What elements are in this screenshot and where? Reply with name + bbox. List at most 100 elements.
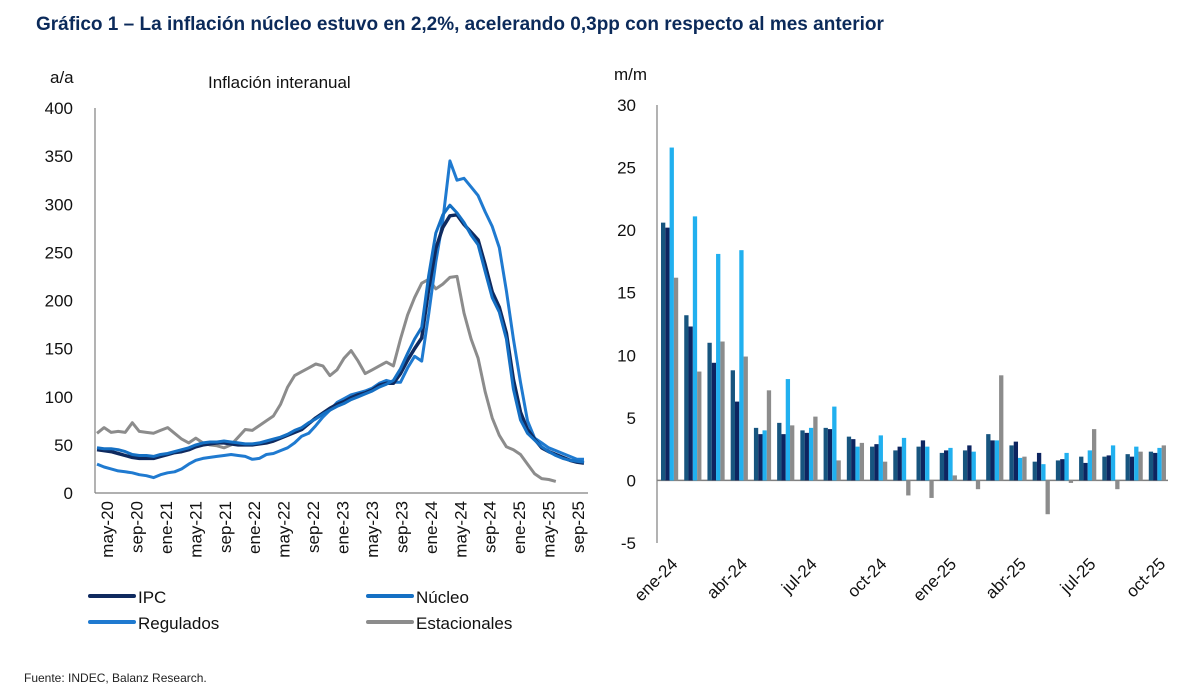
right-ytick-label: 5	[627, 409, 636, 428]
right-ylabel: m/m	[614, 65, 647, 84]
bar-regulados-mar-24	[716, 253, 721, 481]
bar-regulados-ago-25	[1110, 445, 1116, 481]
bar-estacionales-jul-24	[813, 416, 818, 481]
left-xtick-label: sep-21	[216, 501, 235, 553]
bar-ipc-sep-24	[846, 436, 852, 481]
bar-regulados-ago-24	[832, 406, 837, 481]
bar-nucleo-jul-25	[1083, 462, 1088, 481]
line-series-regulados	[96, 159, 584, 480]
bar-nucleo-sep-24	[851, 439, 856, 481]
legend-item-nucleo: Núcleo	[366, 588, 469, 607]
bar-ipc-jun-25	[1055, 460, 1061, 481]
legend-label: Regulados	[138, 614, 219, 633]
bar-ipc-ago-24	[823, 427, 828, 481]
left-xtick-label: sep-24	[481, 501, 500, 553]
bar-regulados-abr-24	[739, 250, 744, 481]
right-xtick-label: ene-24	[631, 554, 682, 605]
bar-estacionales-jul-25	[1091, 429, 1097, 481]
bar-regulados-sep-25	[1134, 446, 1139, 481]
bar-ipc-dic-24	[916, 446, 921, 481]
bar-nucleo-ene-25	[944, 450, 949, 481]
left-xtick-label: may-25	[540, 501, 559, 558]
right-ytick-label: -5	[621, 534, 636, 553]
left-xtick-label: sep-25	[569, 501, 588, 553]
bar-ipc-mar-25	[986, 434, 991, 481]
bar-estacionales-sep-25	[1138, 451, 1143, 481]
bar-ipc-ago-25	[1102, 456, 1107, 481]
bar-nucleo-oct-25	[1153, 452, 1158, 481]
line-chart-inflacion-interanual: a/a Inflación interanual 0 50 100 150 200 250…	[45, 68, 588, 633]
left-xtick-label: sep-22	[304, 501, 323, 553]
bar-regulados-mar-25	[994, 440, 1000, 481]
bar-regulados-oct-25	[1157, 447, 1162, 481]
bar-regulados-dic-24	[925, 446, 930, 481]
legend-item-estacionales: Estacionales	[366, 614, 512, 633]
bar-regulados-jun-25	[1064, 452, 1069, 481]
left-xtick-label: may-21	[186, 501, 205, 558]
right-xtick-label: abr-24	[703, 554, 751, 602]
bar-estacionales-oct-24	[882, 461, 888, 481]
bar-regulados-feb-24	[692, 216, 698, 481]
bar-nucleo-abr-24	[734, 401, 740, 481]
bar-ipc-jul-24	[800, 430, 805, 481]
bar-estacionales-sep-24	[859, 442, 865, 481]
bar-estacionales-ene-25	[952, 475, 957, 481]
left-xtick-label: ene-22	[245, 501, 264, 554]
bar-estacionales-mar-24	[720, 341, 725, 481]
right-ytick-label: 25	[617, 159, 636, 178]
left-ytick-label: 100	[45, 388, 73, 407]
left-ytick-label: 150	[45, 340, 73, 359]
left-ylabel: a/a	[50, 68, 74, 87]
line-series-estacionales	[96, 274, 557, 483]
left-ytick-label: 350	[45, 147, 73, 166]
right-xtick-label: oct-25	[1122, 554, 1169, 601]
left-ytick-label: 250	[45, 243, 73, 262]
left-chart-title: Inflación interanual	[208, 73, 351, 92]
right-ytick-label: 15	[617, 284, 636, 303]
bar-nucleo-ago-25	[1106, 455, 1111, 481]
legend-item-regulados: Regulados	[88, 614, 219, 633]
bar-estacionales-jun-24	[790, 425, 795, 481]
bar-ipc-sep-25	[1125, 454, 1130, 481]
bar-ipc-feb-24	[684, 315, 689, 481]
bar-estacionales-mar-25	[999, 375, 1004, 481]
bar-ipc-abr-25	[1009, 445, 1014, 481]
bar-estacionales-nov-24	[906, 480, 911, 496]
legend-label: IPC	[138, 588, 166, 607]
bar-estacionales-ago-24	[836, 460, 841, 481]
bar-estacionales-abr-24	[743, 356, 748, 481]
right-ytick-label: 30	[617, 96, 636, 115]
bar-regulados-nov-24	[901, 437, 907, 481]
bar-nucleo-ago-24	[827, 429, 833, 481]
bar-ipc-jun-24	[777, 422, 782, 481]
bar-ipc-jul-25	[1079, 456, 1084, 481]
right-ytick-label: 20	[617, 221, 636, 240]
bar-ipc-ene-25	[939, 452, 945, 481]
left-xtick-label: sep-20	[127, 501, 146, 553]
bar-ipc-oct-24	[870, 446, 875, 481]
bar-regulados-may-25	[1041, 464, 1046, 481]
bar-nucleo-mar-24	[711, 362, 717, 481]
bar-estacionales-feb-24	[697, 371, 702, 481]
bar-nucleo-may-24	[758, 434, 763, 481]
left-xtick-label: may-23	[363, 501, 382, 558]
bar-regulados-may-24	[762, 430, 767, 481]
bar-ipc-ene-24	[661, 222, 666, 481]
bar-regulados-ene-24	[669, 147, 674, 481]
bar-estacionales-feb-25	[975, 480, 981, 490]
left-ytick-label: 200	[45, 292, 73, 311]
right-xtick-label: jul-25	[1056, 554, 1100, 598]
bar-ipc-mar-24	[707, 342, 712, 481]
bar-regulados-ene-25	[948, 447, 953, 481]
left-ytick-label: 50	[54, 436, 73, 455]
bar-ipc-may-24	[753, 427, 759, 481]
left-ytick-label: 300	[45, 195, 73, 214]
left-xtick-label: ene-24	[422, 501, 441, 554]
left-ytick-label: 0	[64, 484, 73, 503]
legend-label: Estacionales	[416, 614, 512, 633]
bar-regulados-sep-24	[855, 446, 860, 481]
legend-label: Núcleo	[416, 588, 469, 607]
bar-regulados-abr-25	[1018, 457, 1023, 481]
right-ytick-label: 10	[617, 346, 636, 365]
bar-regulados-feb-25	[971, 451, 976, 481]
